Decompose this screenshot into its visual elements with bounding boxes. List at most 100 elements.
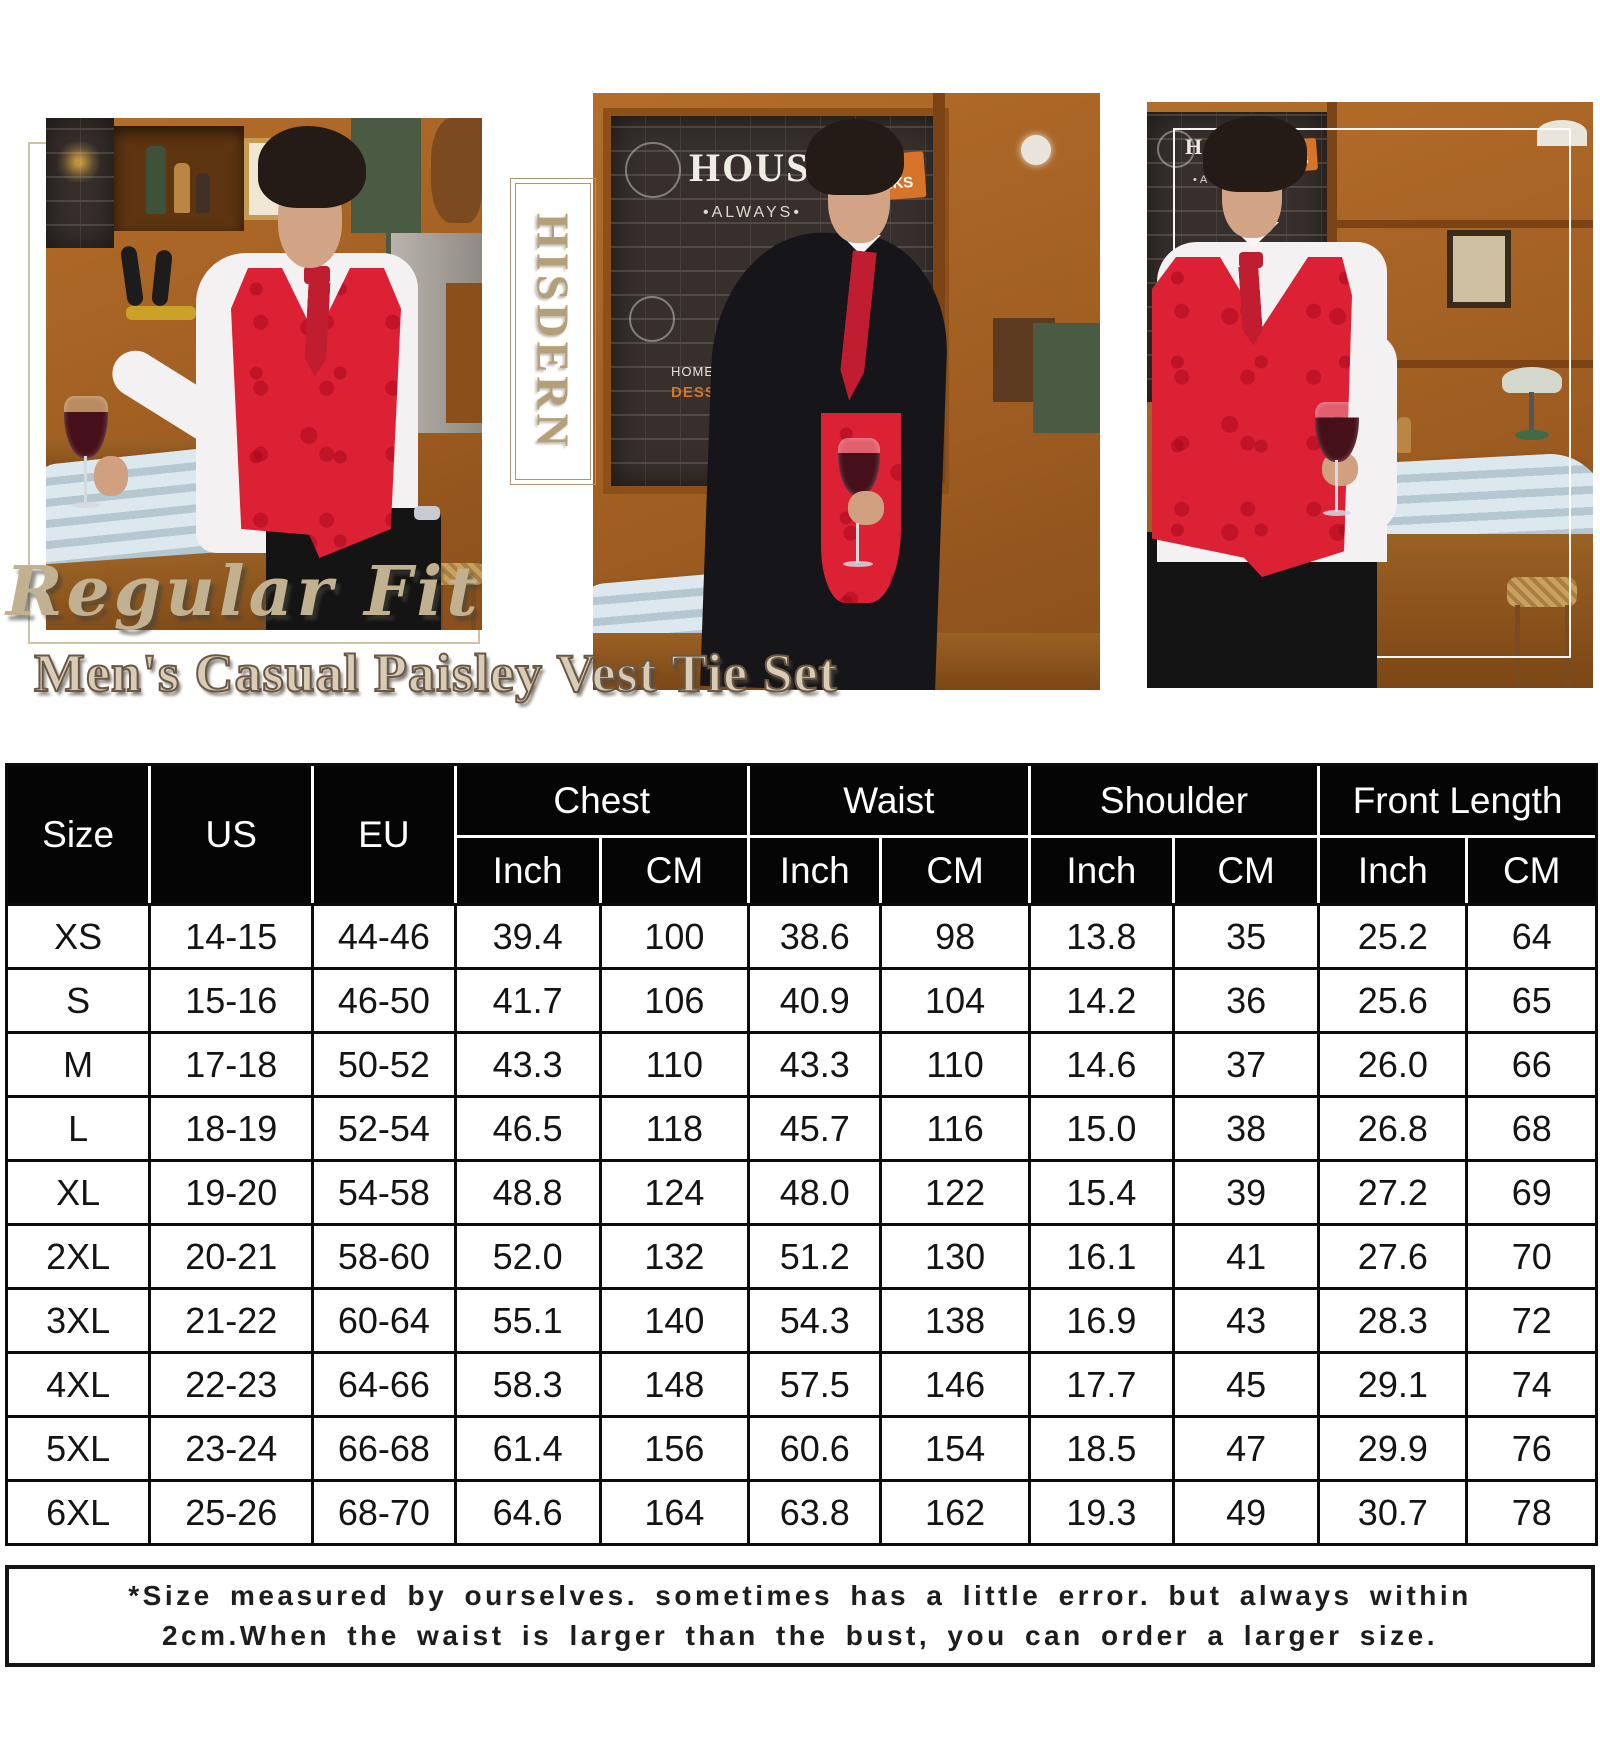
size-cell-chest_cm: 110 bbox=[601, 1034, 747, 1095]
size-cell-chest_cm: 118 bbox=[601, 1098, 747, 1159]
beer-tap-handle-2 bbox=[151, 249, 173, 307]
photo-right-vest-model: HOUSE HOT DRINKS •ALWAYS• HOMEMADE DESSE… bbox=[1147, 102, 1593, 688]
size-cell-front_in: 25.6 bbox=[1320, 970, 1466, 1031]
size-cell-waist_in: 45.7 bbox=[749, 1098, 880, 1159]
size-cell-chest_cm: 100 bbox=[601, 906, 747, 967]
bottle-green bbox=[146, 146, 166, 214]
beer-tap-handle bbox=[119, 245, 145, 307]
col-header-us: US bbox=[151, 766, 312, 903]
subcol-chest-inch: Inch bbox=[456, 838, 599, 903]
size-cell-front_in: 28.3 bbox=[1320, 1290, 1466, 1351]
stool bbox=[431, 563, 482, 585]
size-cell-shoulder_in: 15.0 bbox=[1030, 1098, 1172, 1159]
size-cell-us: 20-21 bbox=[151, 1226, 312, 1287]
brand-box: HISDERN bbox=[510, 178, 596, 485]
size-cell-waist_cm: 138 bbox=[882, 1290, 1028, 1351]
size-cell-eu: 64-66 bbox=[314, 1354, 454, 1415]
size-cell-front_in: 29.1 bbox=[1320, 1354, 1466, 1415]
size-cell-shoulder_in: 16.1 bbox=[1030, 1226, 1172, 1287]
stool-leg bbox=[1515, 605, 1520, 685]
col-group-chest: Chest bbox=[456, 766, 747, 835]
subcol-chest-cm: CM bbox=[601, 838, 747, 903]
col-header-eu: EU bbox=[314, 766, 454, 903]
size-cell-chest_cm: 132 bbox=[601, 1226, 747, 1287]
size-cell-shoulder_in: 14.6 bbox=[1030, 1034, 1172, 1095]
size-cell-eu: 46-50 bbox=[314, 970, 454, 1031]
size-cell-eu: 44-46 bbox=[314, 906, 454, 967]
size-cell-size: 4XL bbox=[8, 1354, 149, 1415]
size-cell-chest_in: 43.3 bbox=[456, 1034, 599, 1095]
size-cell-chest_cm: 148 bbox=[601, 1354, 747, 1415]
size-cell-waist_in: 57.5 bbox=[749, 1354, 880, 1415]
size-cell-shoulder_in: 15.4 bbox=[1030, 1162, 1172, 1223]
size-cell-shoulder_cm: 39 bbox=[1174, 1162, 1318, 1223]
person-hair bbox=[1203, 116, 1307, 192]
wine-glass-stem bbox=[84, 456, 87, 504]
stool bbox=[1507, 577, 1577, 607]
product-title: Men's Casual Paisley Vest Tie Set bbox=[33, 642, 838, 704]
photo-middle-suit-model: HOUSE •ALWAYS• HOT DRINKS HOMEMADE DESSE… bbox=[593, 93, 1100, 690]
size-cell-waist_in: 54.3 bbox=[749, 1290, 880, 1351]
size-cell-chest_in: 64.6 bbox=[456, 1482, 599, 1543]
size-cell-size: 2XL bbox=[8, 1226, 149, 1287]
size-cell-waist_in: 40.9 bbox=[749, 970, 880, 1031]
subcol-shoulder-cm: CM bbox=[1174, 838, 1318, 903]
chalk-doodle-circle bbox=[1157, 130, 1195, 168]
size-cell-waist_in: 43.3 bbox=[749, 1034, 880, 1095]
size-cell-front_cm: 74 bbox=[1468, 1354, 1595, 1415]
col-group-waist: Waist bbox=[749, 766, 1028, 835]
size-cell-front_in: 26.8 bbox=[1320, 1098, 1466, 1159]
fit-label: Regular Fit bbox=[6, 552, 482, 632]
size-cell-front_in: 27.2 bbox=[1320, 1162, 1466, 1223]
size-cell-chest_in: 41.7 bbox=[456, 970, 599, 1031]
size-cell-eu: 60-64 bbox=[314, 1290, 454, 1351]
size-cell-us: 23-24 bbox=[151, 1418, 312, 1479]
size-cell-us: 14-15 bbox=[151, 906, 312, 967]
size-cell-front_in: 29.9 bbox=[1320, 1418, 1466, 1479]
size-cell-shoulder_cm: 38 bbox=[1174, 1098, 1318, 1159]
size-cell-front_cm: 65 bbox=[1468, 970, 1595, 1031]
wine-glass-stem bbox=[1335, 460, 1338, 512]
size-cell-chest_in: 39.4 bbox=[456, 906, 599, 967]
size-cell-chest_cm: 156 bbox=[601, 1418, 747, 1479]
size-cell-chest_in: 55.1 bbox=[456, 1290, 599, 1351]
size-cell-front_cm: 78 bbox=[1468, 1482, 1595, 1543]
table-lamp-shade bbox=[1502, 367, 1562, 393]
subcol-waist-cm: CM bbox=[882, 838, 1028, 903]
wine-glass-stem bbox=[856, 523, 859, 563]
size-cell-shoulder_in: 19.3 bbox=[1030, 1482, 1172, 1543]
size-cell-chest_cm: 140 bbox=[601, 1290, 747, 1351]
wine-glass-base bbox=[72, 502, 100, 508]
size-cell-eu: 68-70 bbox=[314, 1482, 454, 1543]
size-cell-chest_cm: 164 bbox=[601, 1482, 747, 1543]
size-cell-shoulder_in: 14.2 bbox=[1030, 970, 1172, 1031]
size-cell-waist_in: 51.2 bbox=[749, 1226, 880, 1287]
wall-lamp bbox=[1021, 135, 1051, 165]
beer-tower bbox=[446, 283, 482, 423]
size-cell-waist_cm: 116 bbox=[882, 1098, 1028, 1159]
size-cell-size: 5XL bbox=[8, 1418, 149, 1479]
size-cell-front_cm: 68 bbox=[1468, 1098, 1595, 1159]
photo-left-vest-model bbox=[46, 118, 482, 630]
size-cell-chest_in: 52.0 bbox=[456, 1226, 599, 1287]
size-cell-shoulder_cm: 45 bbox=[1174, 1354, 1318, 1415]
size-cell-front_cm: 76 bbox=[1468, 1418, 1595, 1479]
size-cell-waist_cm: 110 bbox=[882, 1034, 1028, 1095]
bottle-dark bbox=[196, 173, 210, 213]
size-cell-eu: 52-54 bbox=[314, 1098, 454, 1159]
footnote-line-2: 2cm.When the waist is larger than the bu… bbox=[161, 1620, 1439, 1651]
size-cell-us: 18-19 bbox=[151, 1098, 312, 1159]
size-cell-chest_in: 61.4 bbox=[456, 1418, 599, 1479]
size-cell-shoulder_in: 18.5 bbox=[1030, 1418, 1172, 1479]
footnote-line-1: *Size measured by ourselves. sometimes h… bbox=[128, 1580, 1472, 1611]
size-cell-chest_in: 48.8 bbox=[456, 1162, 599, 1223]
size-cell-shoulder_cm: 41 bbox=[1174, 1226, 1318, 1287]
size-cell-chest_cm: 106 bbox=[601, 970, 747, 1031]
subcol-shoulder-inch: Inch bbox=[1030, 838, 1172, 903]
size-cell-size: XS bbox=[8, 906, 149, 967]
subcol-waist-inch: Inch bbox=[749, 838, 880, 903]
size-cell-waist_in: 63.8 bbox=[749, 1482, 880, 1543]
size-cell-front_in: 25.2 bbox=[1320, 906, 1466, 967]
chalk-doodles bbox=[46, 118, 114, 248]
